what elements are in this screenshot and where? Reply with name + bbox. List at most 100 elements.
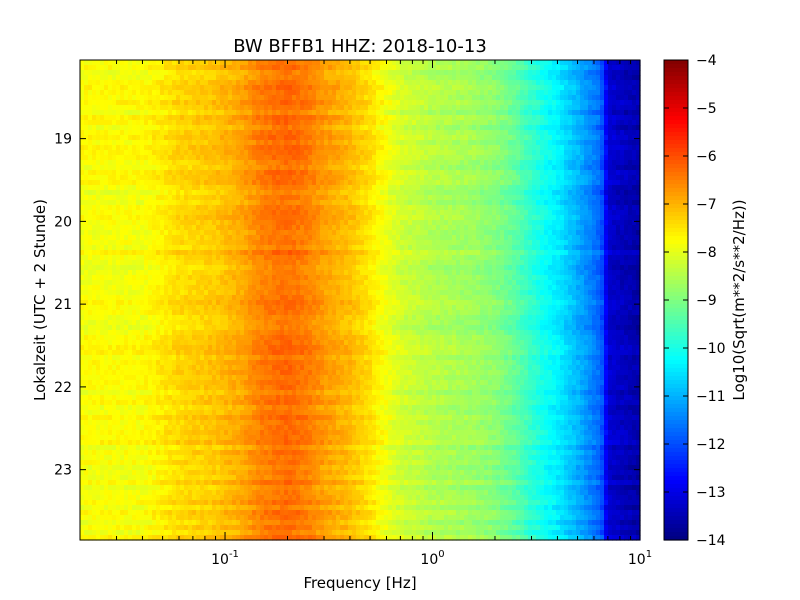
heatmap-cell <box>480 155 485 161</box>
heatmap-cell <box>212 80 217 86</box>
heatmap-cell <box>592 190 597 196</box>
heatmap-cell <box>608 190 613 196</box>
heatmap-cell <box>348 195 353 201</box>
heatmap-cell <box>636 80 641 86</box>
heatmap-cell <box>616 110 621 116</box>
heatmap-cell <box>404 80 409 86</box>
heatmap-cell <box>464 120 469 126</box>
heatmap-cell <box>92 120 97 126</box>
heatmap-cell <box>100 215 105 221</box>
heatmap-cell <box>360 180 365 186</box>
heatmap-cell <box>196 90 201 96</box>
heatmap-cell <box>232 185 237 191</box>
heatmap-cell <box>520 155 525 161</box>
heatmap-cell <box>88 235 93 241</box>
heatmap-cell <box>288 125 293 131</box>
heatmap-cell <box>504 70 509 76</box>
heatmap-cell <box>432 105 437 111</box>
heatmap-cell <box>472 95 477 101</box>
heatmap-cell <box>528 215 533 221</box>
heatmap-cell <box>352 85 357 91</box>
heatmap-cell <box>144 175 149 181</box>
heatmap-cell <box>524 115 529 121</box>
heatmap-cell <box>124 180 129 186</box>
heatmap-cell <box>328 70 333 76</box>
heatmap-cell <box>228 65 233 71</box>
heatmap-cell <box>576 200 581 206</box>
heatmap-cell <box>188 95 193 101</box>
heatmap-cell <box>240 65 245 71</box>
heatmap-cell <box>84 190 89 196</box>
heatmap-cell <box>360 150 365 156</box>
heatmap-cell <box>544 135 549 141</box>
heatmap-cell <box>276 130 281 136</box>
heatmap-cell <box>424 85 429 91</box>
heatmap-cell <box>444 210 449 216</box>
heatmap-cell <box>552 160 557 166</box>
heatmap-cell <box>124 160 129 166</box>
heatmap-cell <box>372 195 377 201</box>
heatmap-cell <box>420 175 425 181</box>
heatmap-cell <box>180 175 185 181</box>
heatmap-cell <box>448 195 453 201</box>
heatmap-cell <box>176 180 181 186</box>
heatmap-cell <box>428 75 433 81</box>
heatmap-cell <box>420 190 425 196</box>
heatmap-cell <box>140 65 145 71</box>
heatmap-cell <box>460 155 465 161</box>
heatmap-cell <box>236 185 241 191</box>
heatmap-cell <box>244 90 249 96</box>
heatmap-cell <box>464 125 469 131</box>
heatmap-cell <box>196 215 201 221</box>
heatmap-cell <box>556 65 561 71</box>
heatmap-cell <box>308 210 313 216</box>
heatmap-cell <box>388 95 393 101</box>
heatmap-cell <box>164 60 169 66</box>
heatmap-cell <box>160 80 165 86</box>
heatmap-cell <box>200 125 205 131</box>
heatmap-cell <box>364 190 369 196</box>
heatmap-cell <box>84 195 89 201</box>
heatmap-cell <box>416 80 421 86</box>
heatmap-cell <box>324 180 329 186</box>
heatmap-cell <box>548 60 553 66</box>
heatmap-cell <box>248 175 253 181</box>
heatmap-cell <box>568 170 573 176</box>
heatmap-cell <box>460 235 465 241</box>
heatmap-cell <box>576 190 581 196</box>
heatmap-cell <box>336 210 341 216</box>
heatmap-cell <box>440 85 445 91</box>
heatmap-cell <box>532 210 537 216</box>
heatmap-cell <box>588 65 593 71</box>
heatmap-cell <box>480 220 485 226</box>
heatmap-cell <box>540 225 545 231</box>
heatmap-cell <box>352 175 357 181</box>
heatmap-cell <box>516 230 521 236</box>
heatmap-cell <box>384 190 389 196</box>
heatmap-cell <box>488 140 493 146</box>
heatmap-cell <box>600 225 605 231</box>
heatmap-cell <box>280 145 285 151</box>
heatmap-cell <box>500 190 505 196</box>
heatmap-cell <box>584 70 589 76</box>
heatmap-cell <box>348 230 353 236</box>
heatmap-cell <box>164 160 169 166</box>
heatmap-cell <box>236 125 241 131</box>
heatmap-cell <box>512 90 517 96</box>
heatmap-cell <box>468 110 473 116</box>
heatmap-cell <box>132 125 137 131</box>
heatmap-cell <box>256 235 261 241</box>
heatmap-cell <box>576 70 581 76</box>
heatmap-cell <box>540 185 545 191</box>
heatmap-cell <box>108 150 113 156</box>
heatmap-cell <box>544 225 549 231</box>
heatmap-cell <box>576 110 581 116</box>
heatmap-cell <box>424 90 429 96</box>
heatmap-cell <box>512 165 517 171</box>
heatmap-cell <box>168 185 173 191</box>
heatmap-cell <box>116 145 121 151</box>
heatmap-cell <box>340 80 345 86</box>
heatmap-cell <box>448 105 453 111</box>
heatmap-cell <box>396 215 401 221</box>
heatmap-cell <box>252 235 257 241</box>
